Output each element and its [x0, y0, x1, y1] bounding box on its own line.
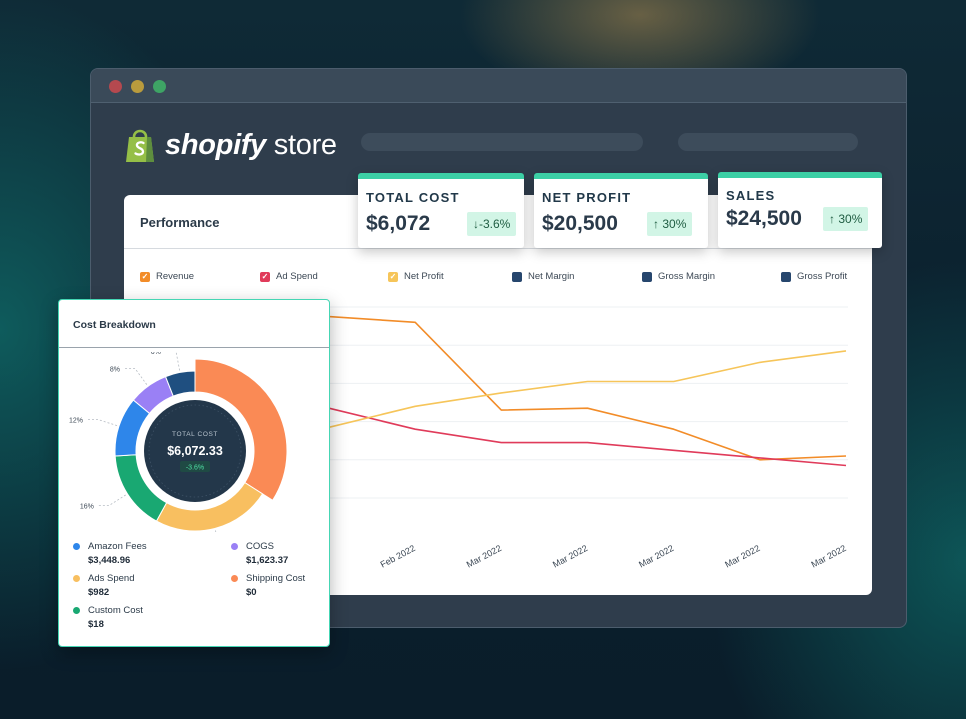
checkbox-unchecked-icon[interactable]	[781, 271, 791, 282]
performance-divider	[124, 248, 872, 249]
close-window-dot[interactable]	[109, 80, 122, 93]
legend-dot	[73, 575, 80, 582]
logo-text: shopify store	[165, 128, 337, 161]
performance-title: Performance	[140, 215, 220, 230]
checkbox-checked-icon[interactable]: ✓	[388, 271, 398, 282]
donut-percent-label: 8%	[110, 366, 120, 373]
stat-label: NET PROFIT	[542, 190, 632, 205]
legend-dot	[231, 543, 238, 550]
stat-change-badge: ↑ 30%	[823, 207, 869, 231]
checkbox-checked-icon[interactable]: ✓	[140, 271, 150, 282]
cost-breakdown-card: Cost Breakdown 24%16%12%8%6%TOTAL COST$6…	[58, 299, 330, 647]
cost-item-label: Ads Spend	[88, 573, 135, 584]
donut-leader-line	[96, 494, 126, 507]
donut-slice-shipping-cost	[194, 358, 288, 501]
cost-item-value: $982	[88, 587, 110, 598]
legend-net-margin[interactable]: Net Margin	[512, 271, 574, 282]
stat-label: TOTAL COST	[366, 190, 460, 205]
stat-value: $6,072	[366, 212, 431, 235]
cost-item-value: $1,623.37	[246, 555, 289, 566]
legend-net-profit[interactable]: ✓ Net Profit	[388, 271, 444, 282]
stat-card-sales: SALES $24,500 ↑ 30%	[718, 172, 882, 248]
legend-ad-spend[interactable]: ✓ Ad Spend	[260, 271, 318, 282]
cost-item-value: $3,448.96	[88, 555, 131, 566]
legend-dot	[231, 575, 238, 582]
legend-gross-profit[interactable]: Gross Profit	[781, 271, 847, 282]
donut-center-value: $6,072.33	[167, 444, 223, 458]
maximize-window-dot[interactable]	[153, 80, 166, 93]
x-tick-label: Feb 2022	[379, 543, 417, 570]
stat-card-total-cost: TOTAL COST $6,072 ↓-3.6%	[358, 173, 524, 248]
series-line-revenue	[303, 312, 847, 461]
stat-label: SALES	[726, 188, 776, 203]
x-tick-label: Mar 2022	[637, 543, 675, 570]
donut-percent-label: 6%	[151, 352, 161, 356]
legend-label: Gross Margin	[658, 271, 716, 282]
cost-item-label: Amazon Fees	[88, 541, 147, 552]
legend-revenue[interactable]: ✓ Revenue	[140, 271, 194, 282]
arrow-up-icon: ↑	[829, 212, 839, 226]
donut-center-change: -3.6%	[186, 465, 204, 472]
donut-center-ring	[148, 404, 242, 498]
placeholder-bar	[361, 133, 643, 151]
stat-change-badge: ↑ 30%	[647, 212, 693, 236]
legend-dot	[73, 543, 80, 550]
donut-slice-other	[164, 370, 196, 397]
cost-donut-chart: 24%16%12%8%6%TOTAL COST$6,072.33-3.6%	[69, 352, 288, 532]
series-line-ad-spend	[303, 394, 847, 467]
x-tick-label: Mar 2022	[723, 543, 761, 570]
legend-dot	[73, 607, 80, 614]
donut-percent-label: 12%	[69, 417, 83, 424]
cost-item-label: COGS	[246, 541, 274, 552]
cost-breakdown-title: Cost Breakdown	[73, 319, 156, 331]
checkbox-unchecked-icon[interactable]	[512, 271, 522, 282]
stat-card-net-profit: NET PROFIT $20,500 ↑ 30%	[534, 173, 708, 248]
donut-center	[144, 400, 246, 502]
legend-label: Gross Profit	[797, 271, 848, 282]
series-line-net-profit	[303, 350, 847, 441]
donut-percent-label: 16%	[80, 504, 94, 511]
shopify-store-logo: shopify store	[123, 125, 337, 165]
stat-change-badge: ↓-3.6%	[467, 212, 517, 236]
checkbox-checked-icon[interactable]: ✓	[260, 271, 270, 282]
legend-label: Net Profit	[404, 271, 444, 282]
stat-value: $20,500	[542, 212, 618, 235]
shopify-bag-icon	[126, 129, 154, 162]
donut-center-label: TOTAL COST	[172, 431, 218, 438]
arrow-down-icon: ↓	[473, 217, 479, 231]
cost-item-value: $0	[246, 587, 257, 598]
legend-gross-margin[interactable]: Gross Margin	[642, 271, 715, 282]
placeholder-bar	[678, 133, 858, 151]
donut-leader-line	[123, 368, 148, 385]
cost-item-value: $18	[88, 619, 104, 630]
donut-leader-line	[85, 419, 118, 427]
donut-leader-line	[215, 530, 217, 532]
cost-breakdown-divider	[59, 347, 329, 348]
legend-label: Net Margin	[528, 271, 575, 282]
donut-leader-line	[175, 352, 181, 371]
legend-label: Ad Spend	[276, 271, 318, 282]
stat-value: $24,500	[726, 207, 802, 230]
minimize-window-dot[interactable]	[131, 80, 144, 93]
x-tick-label: Mar 2022	[465, 543, 503, 570]
x-tick-label: Mar 2022	[551, 543, 589, 570]
legend-label: Revenue	[156, 271, 195, 282]
x-tick-label: Mar 2022	[809, 543, 847, 570]
cost-item-label: Shipping Cost	[246, 573, 306, 584]
donut-center-badge	[180, 461, 210, 472]
checkbox-unchecked-icon[interactable]	[642, 271, 652, 282]
browser-titlebar	[91, 69, 906, 103]
cost-item-label: Custom Cost	[88, 605, 143, 616]
arrow-up-icon: ↑	[653, 217, 663, 231]
